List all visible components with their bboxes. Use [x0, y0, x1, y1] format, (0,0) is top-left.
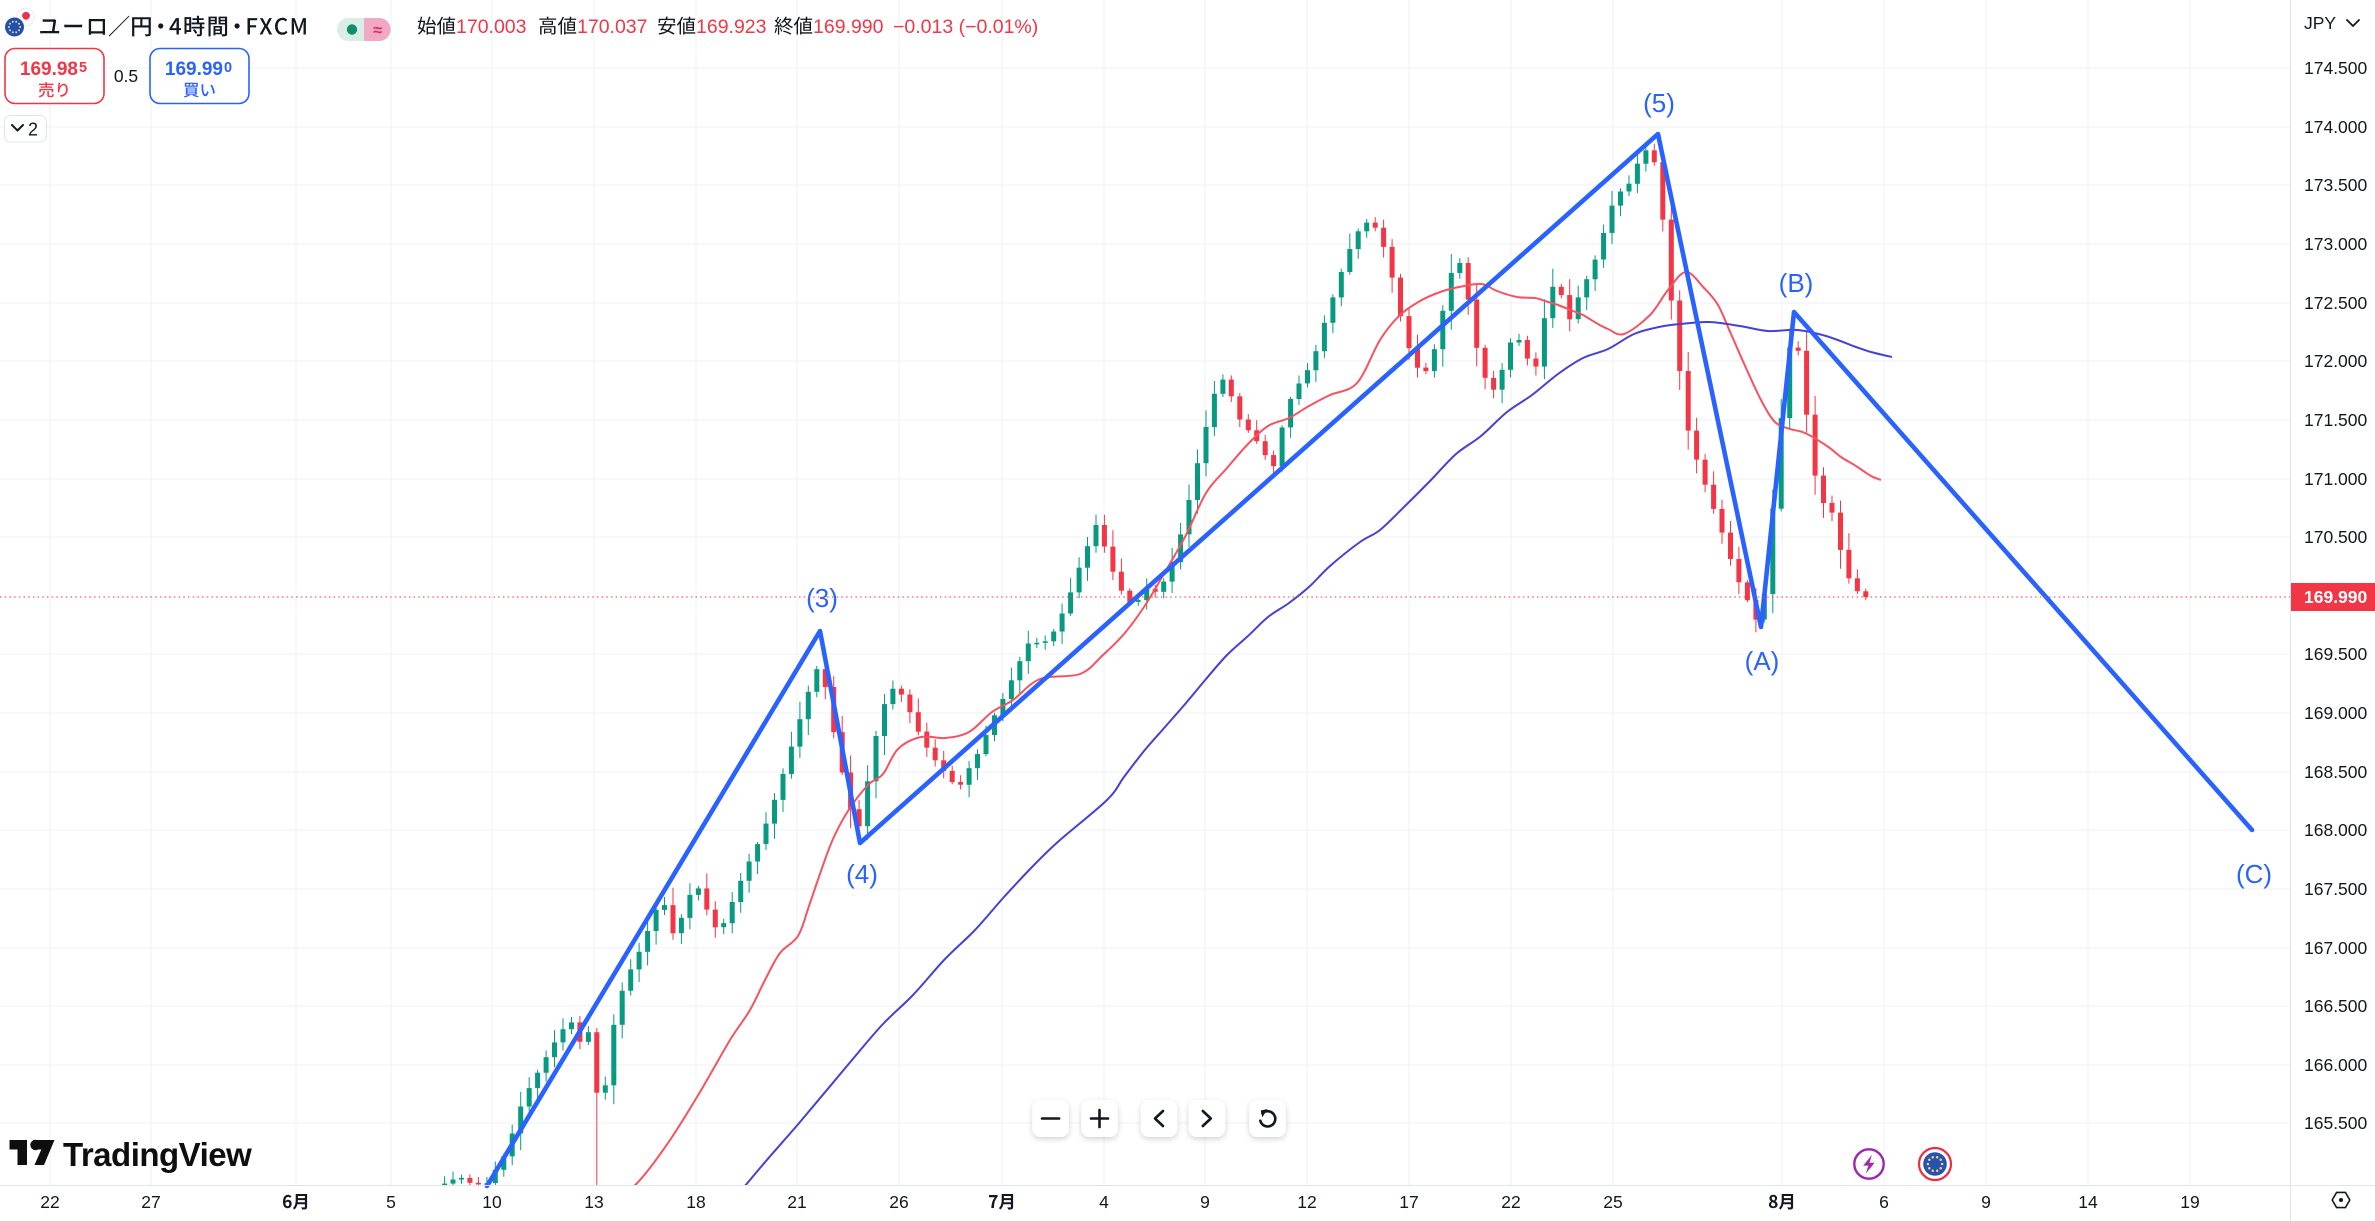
svg-text:171.000: 171.000	[2304, 469, 2368, 489]
svg-text:≈: ≈	[373, 22, 382, 40]
svg-text:10: 10	[482, 1192, 502, 1212]
svg-text:(B): (B)	[1779, 268, 1814, 298]
svg-text:22: 22	[40, 1192, 59, 1212]
svg-text:4: 4	[1099, 1192, 1109, 1212]
svg-text:166.000: 166.000	[2304, 1055, 2368, 1075]
svg-text:169.990: 169.990	[2304, 587, 2368, 607]
svg-text:6: 6	[1879, 1192, 1889, 1212]
svg-text:(3): (3)	[806, 583, 838, 613]
svg-text:26: 26	[889, 1192, 908, 1212]
svg-text:174.500: 174.500	[2304, 58, 2368, 78]
svg-text:171.500: 171.500	[2304, 410, 2368, 430]
svg-text:169.923: 169.923	[696, 16, 767, 38]
svg-text:−0.013 (−0.01%): −0.013 (−0.01%)	[893, 16, 1038, 38]
svg-text:170.037: 170.037	[577, 16, 648, 38]
svg-text:0: 0	[224, 60, 232, 76]
svg-text:170.500: 170.500	[2304, 527, 2368, 547]
svg-text:167.000: 167.000	[2304, 938, 2368, 958]
svg-text:(A): (A)	[1745, 646, 1780, 676]
svg-text:18: 18	[686, 1192, 705, 1212]
svg-text:2: 2	[28, 120, 38, 140]
svg-text:25: 25	[1603, 1192, 1622, 1212]
svg-text:169.500: 169.500	[2304, 644, 2368, 664]
svg-text:167.500: 167.500	[2304, 879, 2368, 899]
svg-text:27: 27	[141, 1192, 160, 1212]
svg-text:5: 5	[79, 60, 87, 76]
svg-text:0.5: 0.5	[114, 66, 138, 86]
svg-text:166.500: 166.500	[2304, 996, 2368, 1016]
svg-text:173.000: 173.000	[2304, 234, 2368, 254]
svg-text:170.003: 170.003	[456, 16, 527, 38]
svg-text:174.000: 174.000	[2304, 117, 2368, 137]
svg-text:9: 9	[1200, 1192, 1210, 1212]
svg-text:13: 13	[584, 1192, 603, 1212]
svg-text:168.000: 168.000	[2304, 820, 2368, 840]
svg-text:9: 9	[1981, 1192, 1991, 1212]
svg-text:173.500: 173.500	[2304, 175, 2368, 195]
svg-text:12: 12	[1297, 1192, 1316, 1212]
svg-text:TradingView: TradingView	[63, 1136, 252, 1173]
svg-text:14: 14	[2078, 1192, 2098, 1212]
svg-text:21: 21	[787, 1192, 806, 1212]
svg-text:172.500: 172.500	[2304, 293, 2368, 313]
svg-text:17: 17	[1399, 1192, 1418, 1212]
svg-text:5: 5	[386, 1192, 396, 1212]
svg-text:169.99: 169.99	[165, 59, 223, 80]
svg-text:168.500: 168.500	[2304, 762, 2368, 782]
svg-text:169.990: 169.990	[813, 16, 884, 38]
svg-text:JPY: JPY	[2304, 13, 2336, 33]
svg-text:165.500: 165.500	[2304, 1113, 2368, 1133]
svg-text:22: 22	[1501, 1192, 1520, 1212]
svg-text:169.98: 169.98	[20, 59, 78, 80]
svg-text:(4): (4)	[846, 859, 878, 889]
svg-text:(5): (5)	[1643, 88, 1675, 118]
svg-text:(C): (C)	[2236, 859, 2272, 889]
svg-text:172.000: 172.000	[2304, 351, 2368, 371]
svg-text:169.000: 169.000	[2304, 703, 2368, 723]
svg-text:19: 19	[2180, 1192, 2199, 1212]
